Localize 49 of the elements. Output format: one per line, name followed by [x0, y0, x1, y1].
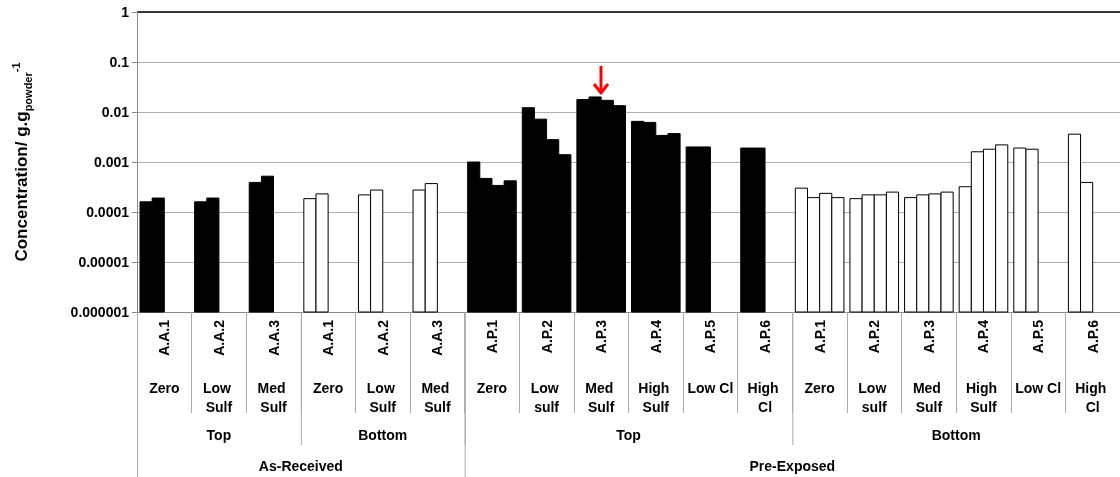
text: Zero — [476, 379, 508, 396]
text: As-Received — [258, 458, 343, 474]
text: Low sulf — [858, 379, 891, 415]
text: Top — [206, 427, 232, 443]
y-tick-label: 0.0001 — [86, 204, 130, 220]
text: Bottom — [358, 427, 408, 443]
text: Pre-Exposed — [749, 458, 836, 474]
y-tick-label: 0.000001 — [70, 304, 130, 320]
x-tick-label: A.P.5 — [1030, 319, 1047, 354]
x-tick-label: A.P.4 — [647, 319, 664, 354]
text: Top — [616, 427, 641, 443]
x-tick-label: A.P.2 — [538, 319, 555, 354]
x-tick-label: A.P.6 — [1084, 319, 1101, 354]
text: Low sulf — [530, 379, 563, 415]
text: Bottom — [931, 427, 981, 443]
text: High Sulf — [638, 379, 674, 415]
text: Zero — [149, 379, 180, 396]
text: Low Sulf — [202, 379, 235, 415]
y-tick-label: 1 — [121, 4, 130, 20]
x-tick-label: A.A.3 — [265, 319, 282, 356]
y-tick-label: 0.00001 — [78, 254, 130, 270]
text: Zero — [312, 379, 344, 396]
text: High Cl — [1075, 379, 1111, 415]
text: Low Cl — [687, 379, 734, 396]
text: Med Sulf — [257, 379, 290, 415]
x-tick-label: A.A.2 — [210, 319, 227, 356]
text: Low Cl — [1015, 379, 1062, 396]
text: High Sulf — [965, 379, 1001, 415]
text: Low Sulf — [366, 379, 399, 415]
x-tick-label: A.P.1 — [483, 319, 500, 354]
x-tick-label: A.P.2 — [866, 319, 883, 354]
x-tick-label: A.P.3 — [920, 319, 937, 354]
x-tick-label: A.A.1 — [320, 319, 337, 356]
x-tick-label: A.P.5 — [702, 319, 719, 354]
x-tick-label: A.P.3 — [593, 319, 610, 354]
x-tick-label: A.A.2 — [374, 319, 391, 356]
text: Zero — [804, 379, 835, 396]
x-tick-label: A.P.4 — [975, 319, 992, 354]
x-tick-label: A.A.1 — [156, 319, 173, 356]
text: Med Sulf — [421, 379, 454, 415]
x-tick-label: A.P.6 — [757, 319, 774, 354]
x-tick-label: A.A.3 — [429, 319, 446, 356]
text: Med Sulf — [585, 379, 618, 415]
y-tick-label: 0.01 — [101, 104, 130, 120]
y-tick-label: 0.1 — [109, 54, 130, 70]
text: Med Sulf — [912, 379, 945, 415]
text: High Cl — [747, 379, 783, 415]
x-tick-label: A.P.1 — [811, 319, 828, 354]
y-tick-label: 0.001 — [93, 154, 130, 170]
